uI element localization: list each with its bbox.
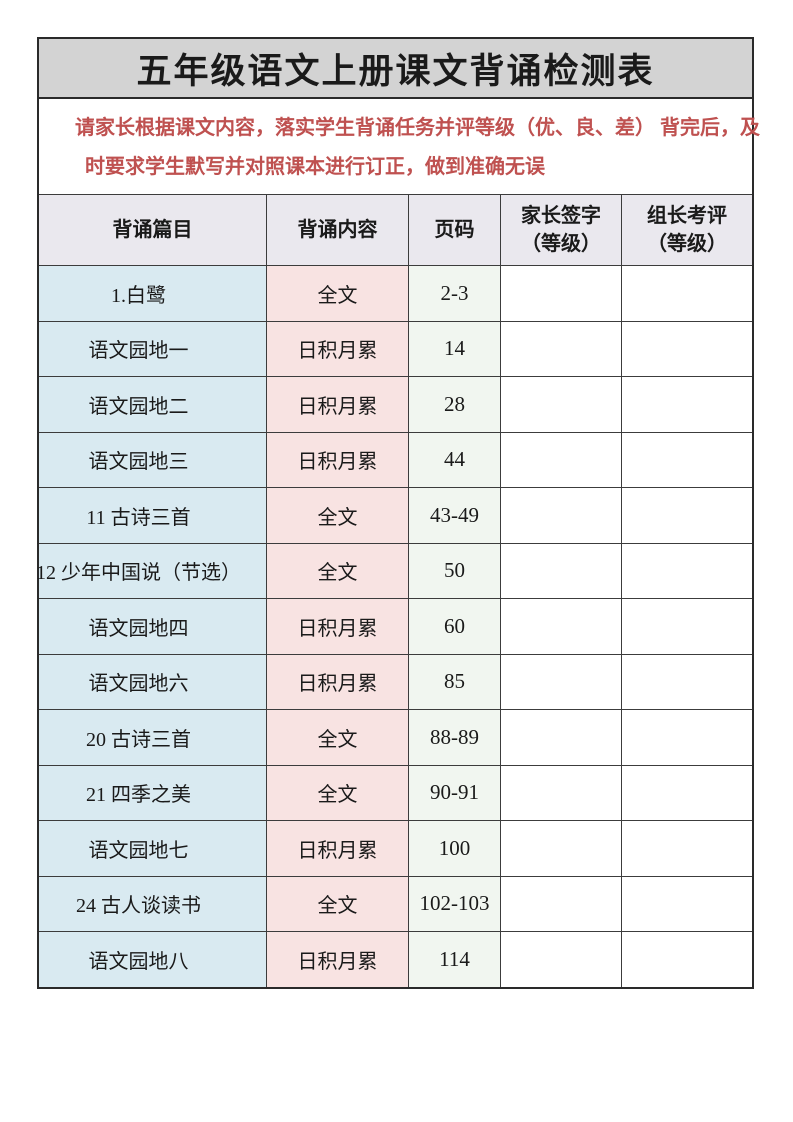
parent-signature-cell[interactable]	[501, 821, 622, 876]
lesson-title-cell: 语文园地七	[39, 821, 267, 876]
notice-line-1: 请家长根据课文内容，落实学生背诵任务并评等级（优、良、差） 背完后，及	[75, 117, 760, 139]
page-number-cell: 43-49	[409, 488, 501, 543]
leader-evaluation-cell[interactable]	[622, 377, 752, 432]
recite-content-cell: 全文	[267, 266, 409, 321]
recite-content-cell: 日积月累	[267, 432, 409, 487]
page-number-cell: 100	[409, 821, 501, 876]
parent-signature-cell[interactable]	[501, 488, 622, 543]
recite-content-cell: 日积月累	[267, 932, 409, 987]
parent-signature-cell[interactable]	[501, 321, 622, 376]
page-number-cell: 44	[409, 432, 501, 487]
table-row: 24 古人谈读书 全文 102-103	[39, 876, 752, 932]
parent-signature-cell[interactable]	[501, 765, 622, 820]
parent-signature-cell[interactable]	[501, 654, 622, 709]
leader-evaluation-cell[interactable]	[622, 432, 752, 487]
page-number-cell: 50	[409, 543, 501, 598]
page-number-cell: 60	[409, 599, 501, 654]
column-header-pages: 页码	[409, 195, 501, 265]
column-header-content: 背诵内容	[267, 195, 409, 265]
table-row: 语文园地七 日积月累 100	[39, 821, 752, 877]
table-row: 20 古诗三首 全文 88-89	[39, 710, 752, 766]
parent-signature-cell[interactable]	[501, 710, 622, 765]
lesson-title-cell: 语文园地二	[39, 377, 267, 432]
table-row: 1.白鹭 全文 2-3	[39, 266, 752, 322]
recite-content-cell: 全文	[267, 876, 409, 931]
recite-content-cell: 全文	[267, 543, 409, 598]
page-number-cell: 90-91	[409, 765, 501, 820]
lesson-title-cell: 语文园地八	[39, 932, 267, 987]
lesson-title-cell: 语文园地四	[39, 599, 267, 654]
leader-evaluation-cell[interactable]	[622, 543, 752, 598]
form-title: 五年级语文上册课文背诵检测表	[39, 39, 752, 99]
table-row: 语文园地二 日积月累 28	[39, 377, 752, 433]
column-header-parent-signature: 家长签字 （等级）	[501, 195, 622, 265]
notice-text: 请家长根据课文内容，落实学生背诵任务并评等级（优、良、差） 背完后，及 时要求学…	[39, 99, 760, 195]
lesson-title-cell: 20 古诗三首	[39, 710, 267, 765]
leader-evaluation-cell[interactable]	[622, 876, 752, 931]
recite-content-cell: 全文	[267, 710, 409, 765]
parent-signature-cell[interactable]	[501, 876, 622, 931]
recite-content-cell: 日积月累	[267, 821, 409, 876]
table-row: 12 少年中国说（节选） 全文 50	[36, 543, 752, 599]
parent-signature-cell[interactable]	[501, 432, 622, 487]
lesson-title-cell: 24 古人谈读书	[39, 876, 267, 931]
leader-evaluation-cell[interactable]	[622, 932, 752, 987]
leader-evaluation-cell[interactable]	[622, 321, 752, 376]
leader-evaluation-cell[interactable]	[622, 488, 752, 543]
parent-signature-cell[interactable]	[501, 599, 622, 654]
form-sheet: 五年级语文上册课文背诵检测表 请家长根据课文内容，落实学生背诵任务并评等级（优、…	[36, 37, 760, 989]
column-header-leader-evaluation: 组长考评 （等级）	[622, 195, 752, 265]
lesson-title-cell: 1.白鹭	[39, 266, 267, 321]
lesson-title-cell: 21 四季之美	[39, 765, 267, 820]
table-row: 语文园地六 日积月累 85	[39, 654, 752, 710]
table-header-row: 背诵篇目 背诵内容 页码 家长签字 （等级） 组长考评 （等级）	[39, 195, 752, 266]
column-header-lesson: 背诵篇目	[39, 195, 267, 265]
parent-signature-cell[interactable]	[501, 266, 622, 321]
table-row: 语文园地三 日积月累 44	[39, 432, 752, 488]
table-row: 21 四季之美 全文 90-91	[39, 765, 752, 821]
recite-content-cell: 日积月累	[267, 321, 409, 376]
page-number-cell: 28	[409, 377, 501, 432]
leader-evaluation-cell[interactable]	[622, 654, 752, 709]
page-number-cell: 102-103	[409, 876, 501, 931]
leader-evaluation-cell[interactable]	[622, 266, 752, 321]
notice-line-2: 时要求学生默写并对照课本进行订正，做到准确无误	[85, 156, 545, 178]
lesson-title-cell: 语文园地三	[39, 432, 267, 487]
page-number-cell: 85	[409, 654, 501, 709]
lesson-title-cell: 11 古诗三首	[39, 488, 267, 543]
recite-content-cell: 全文	[267, 488, 409, 543]
recite-content-cell: 日积月累	[267, 377, 409, 432]
page-number-cell: 114	[409, 932, 501, 987]
table-row: 语文园地一 日积月累 14	[39, 321, 752, 377]
lesson-title-cell: 语文园地六	[39, 654, 267, 709]
page-number-cell: 2-3	[409, 266, 501, 321]
parent-signature-cell[interactable]	[501, 377, 622, 432]
leader-evaluation-cell[interactable]	[622, 599, 752, 654]
leader-evaluation-cell[interactable]	[622, 710, 752, 765]
leader-evaluation-cell[interactable]	[622, 821, 752, 876]
lesson-title-cell: 语文园地一	[39, 321, 267, 376]
parent-signature-cell[interactable]	[501, 932, 622, 987]
page-number-cell: 88-89	[409, 710, 501, 765]
table-row: 语文园地八 日积月累 114	[39, 932, 752, 987]
recite-content-cell: 日积月累	[267, 599, 409, 654]
page-number-cell: 14	[409, 321, 501, 376]
leader-evaluation-cell[interactable]	[622, 765, 752, 820]
parent-signature-cell[interactable]	[501, 543, 622, 598]
recite-content-cell: 日积月累	[267, 654, 409, 709]
recite-content-cell: 全文	[267, 765, 409, 820]
lesson-title-cell: 12 少年中国说（节选）	[36, 543, 267, 598]
table-row: 语文园地四 日积月累 60	[39, 599, 752, 655]
table-row: 11 古诗三首 全文 43-49	[39, 488, 752, 544]
